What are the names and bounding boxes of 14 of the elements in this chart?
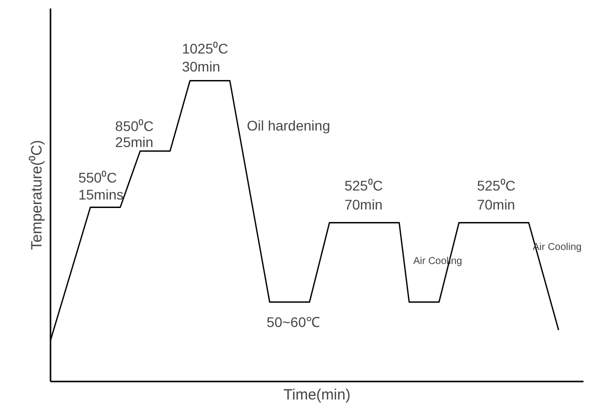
annotation: 70min [344, 196, 383, 213]
text: 1025⁰C [182, 40, 228, 57]
annotation: Oil hardening [246, 118, 330, 134]
annotation: 25min [115, 134, 154, 150]
annotation: 550⁰C [78, 169, 117, 186]
text: 30min [182, 58, 220, 75]
y-axis-title: Temperature(⁰C) [28, 140, 46, 250]
annotation: 525⁰C [344, 178, 383, 194]
annotation: 525⁰C [476, 178, 516, 194]
annotation: 70min [476, 196, 516, 213]
x-axis-title: Time(min) [284, 386, 350, 404]
annotation: 850⁰C [115, 118, 154, 134]
annotation: 15mins [78, 186, 124, 202]
annotation: 50~60℃ [266, 314, 320, 330]
